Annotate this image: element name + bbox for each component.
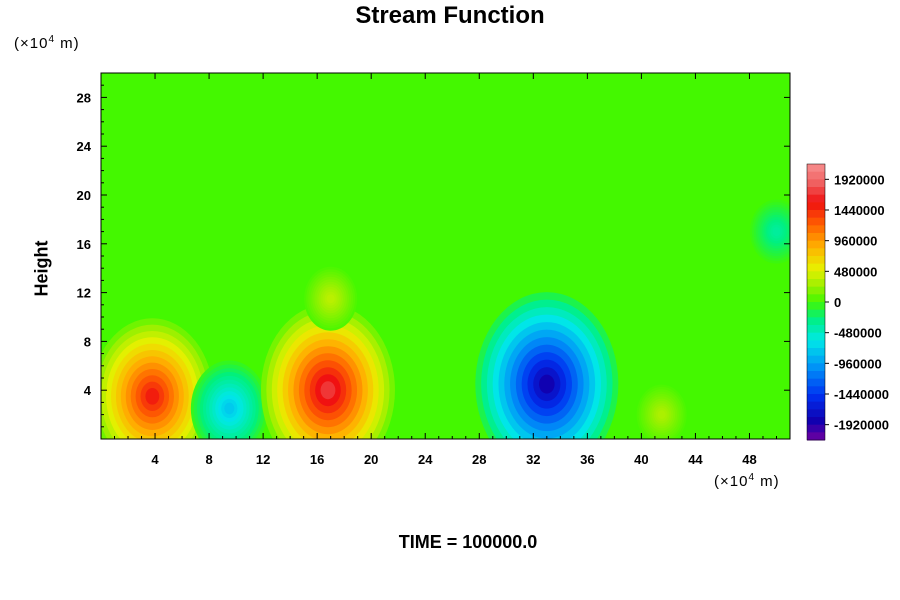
x-tick-label: 36 <box>580 452 594 467</box>
x-tick-label: 16 <box>310 452 324 467</box>
colorbar-tick-label: -480000 <box>834 326 882 341</box>
colorbar-swatch <box>807 217 825 226</box>
contour-feature-3 <box>260 304 395 439</box>
x-unit-label: (×104 m) <box>714 472 780 490</box>
colorbar-swatch <box>807 309 825 318</box>
contour-level <box>224 402 235 415</box>
colorbar-swatch <box>807 417 825 426</box>
contour-field <box>101 199 790 439</box>
y-unit-exponent: 4 <box>48 34 56 45</box>
contour-feature-6 <box>304 266 358 331</box>
colorbar-swatch <box>807 294 825 303</box>
colorbar-swatch <box>807 233 825 242</box>
colorbar-swatch <box>807 179 825 188</box>
y-tick-label: 20 <box>77 188 91 203</box>
contour-feature-7 <box>749 199 790 264</box>
colorbar-swatch <box>807 409 825 418</box>
y-unit-suffix: m) <box>55 35 80 52</box>
colorbar: 1920000 1440000 960000 480000 0 -480000 -96000… <box>806 163 889 441</box>
y-tick-label: 28 <box>77 90 91 105</box>
colorbar-swatch <box>807 424 825 433</box>
colorbar-tick-label: -960000 <box>834 356 882 371</box>
colorbar-swatch <box>807 325 825 334</box>
colorbar-swatch <box>807 210 825 219</box>
x-unit-exponent: 4 <box>748 472 756 483</box>
contour-feature-5 <box>636 384 687 439</box>
colorbar-swatch <box>807 240 825 249</box>
y-tick-label: 12 <box>77 286 91 301</box>
x-tick-label: 28 <box>472 452 486 467</box>
chart-title: Stream Function <box>355 2 545 29</box>
colorbar-swatch <box>807 378 825 387</box>
y-tick-label: 4 <box>84 383 92 398</box>
x-tick-label: 24 <box>418 452 433 467</box>
colorbar-swatch <box>807 279 825 288</box>
colorbar-swatch <box>807 432 825 441</box>
colorbar-swatch <box>807 256 825 265</box>
x-tick-label: 4 <box>151 452 159 467</box>
colorbar-swatch <box>807 263 825 272</box>
x-tick-label: 48 <box>742 452 756 467</box>
colorbar-swatch <box>807 348 825 357</box>
colorbar-tick-label: 960000 <box>834 234 877 249</box>
y-unit-prefix: (×10 <box>14 35 49 52</box>
x-tick-label: 8 <box>205 452 212 467</box>
time-label: TIME = 100000.0 <box>398 532 538 552</box>
colorbar-swatch <box>807 371 825 380</box>
colorbar-swatch <box>807 187 825 196</box>
colorbar-swatch <box>807 286 825 295</box>
contour-feature-1 <box>101 318 214 439</box>
colorbar-swatch <box>807 394 825 403</box>
colorbar-swatch <box>807 225 825 234</box>
colorbar-swatch <box>807 363 825 372</box>
contour-level <box>320 381 336 400</box>
contour-feature-4 <box>475 292 619 439</box>
x-unit-prefix: (×10 <box>714 473 749 490</box>
colorbar-tick-label: -1440000 <box>834 387 889 402</box>
contour-level <box>772 227 781 237</box>
colorbar-swatch <box>807 317 825 326</box>
colorbar-swatch <box>807 202 825 211</box>
x-tick-label: 20 <box>364 452 378 467</box>
y-tick-label: 16 <box>77 237 91 252</box>
colorbar-tick-label: 480000 <box>834 264 877 279</box>
x-unit-suffix: m) <box>755 473 780 490</box>
contour-level <box>657 410 666 419</box>
colorbar-swatch <box>807 340 825 349</box>
x-tick-label: 40 <box>634 452 648 467</box>
contour-feature-2 <box>190 360 268 439</box>
colorbar-swatch <box>807 355 825 364</box>
colorbar-swatch <box>807 401 825 410</box>
x-tick-label: 44 <box>688 452 703 467</box>
y-tick-label: 24 <box>77 139 92 154</box>
colorbar-swatch <box>807 248 825 257</box>
colorbar-swatch <box>807 194 825 203</box>
colorbar-tick-label: 1920000 <box>834 172 885 187</box>
colorbar-tick-label: 0 <box>834 295 841 310</box>
contour-level <box>326 294 335 304</box>
colorbar-swatch <box>807 386 825 395</box>
contour-level <box>539 374 555 394</box>
colorbar-tick-label: -1920000 <box>834 418 889 433</box>
y-tick-label: 8 <box>84 334 91 349</box>
colorbar-swatch <box>807 271 825 280</box>
x-tick-label: 32 <box>526 452 540 467</box>
y-unit-label: (×104 m) <box>14 34 80 52</box>
colorbar-swatch <box>807 302 825 311</box>
colorbar-swatch <box>807 164 825 173</box>
colorbar-swatch <box>807 332 825 341</box>
contour-level <box>145 387 160 405</box>
colorbar-tick-label: 1440000 <box>834 203 885 218</box>
x-tick-label: 12 <box>256 452 270 467</box>
colorbar-swatch <box>807 171 825 180</box>
